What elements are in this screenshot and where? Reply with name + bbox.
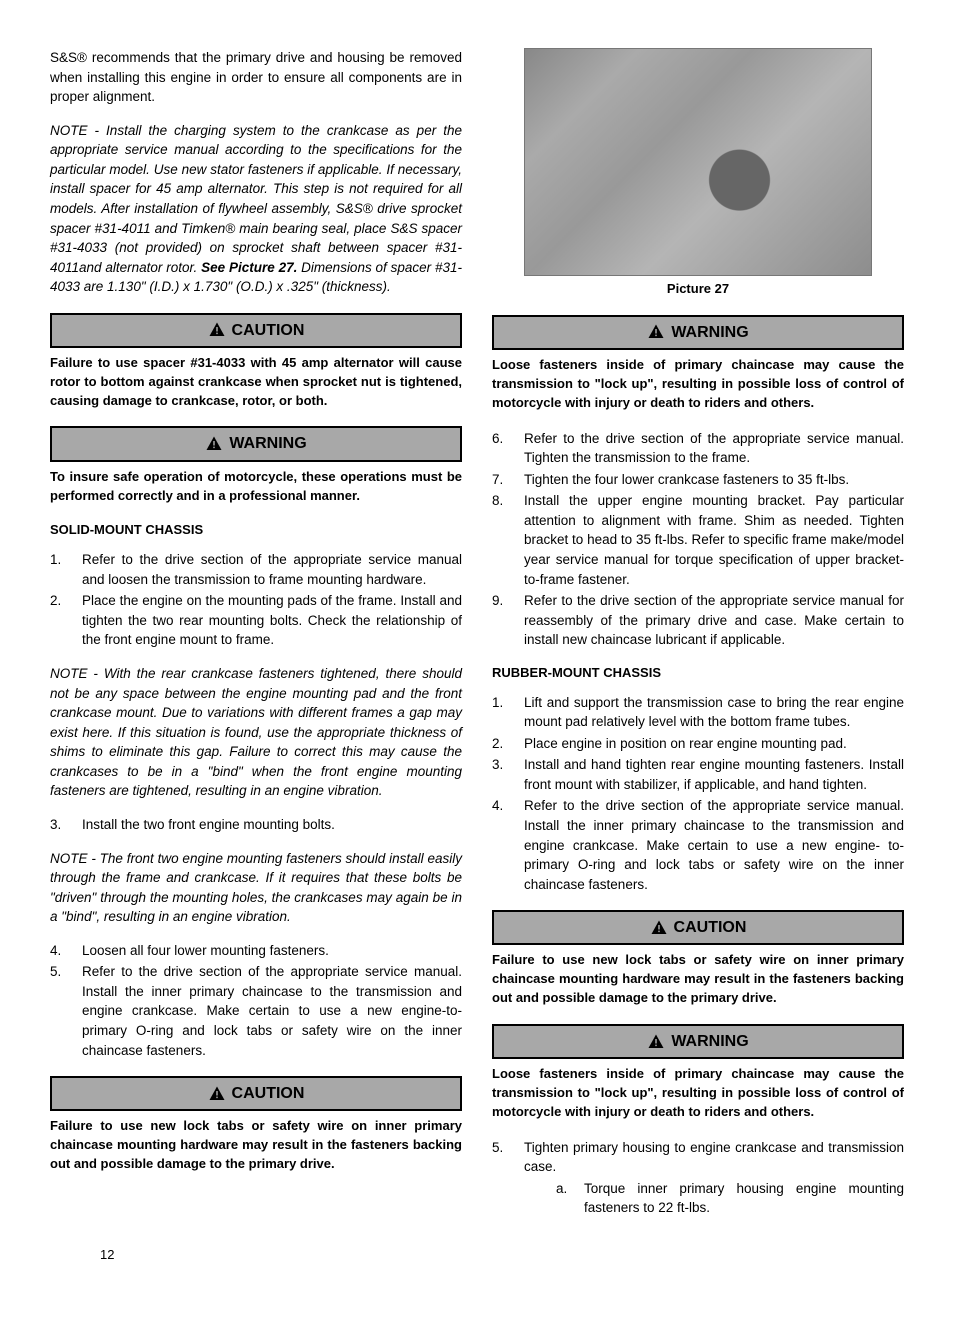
solid-mount-heading: SOLID-MOUNT CHASSIS — [50, 521, 462, 540]
list-item: Tighten the four lower crankcase fastene… — [492, 470, 904, 490]
note-1a: NOTE - Install the charging system to th… — [50, 123, 462, 275]
caution-1-label: CAUTION — [232, 319, 305, 342]
page-number: 12 — [100, 1246, 114, 1265]
warning-triangle-icon — [208, 1085, 226, 1103]
list-item: Tighten primary housing to engine crankc… — [492, 1138, 904, 1218]
caution-2-label: CAUTION — [232, 1082, 305, 1105]
warning-1-label: WARNING — [229, 432, 306, 455]
warning-triangle-icon — [647, 323, 665, 341]
right-column: Picture 27 WARNING Loose fasteners insid… — [492, 48, 904, 1232]
intro-paragraph: S&S® recommends that the primary drive a… — [50, 48, 462, 107]
warning-banner-1: WARNING — [50, 426, 462, 461]
warning-1-body: To insure safe operation of motorcycle, … — [50, 468, 462, 506]
list-item: Place engine in position on rear engine … — [492, 734, 904, 754]
list-item: Install the upper engine mounting bracke… — [492, 491, 904, 589]
rubber-list-a: Lift and support the transmission case t… — [492, 693, 904, 895]
solid-list-a: Refer to the drive section of the approp… — [50, 550, 462, 650]
figure-27-image — [524, 48, 872, 276]
note-1-see: See Picture 27. — [201, 260, 297, 275]
list-item: Refer to the drive section of the approp… — [50, 962, 462, 1060]
caution-2-body: Failure to use new lock tabs or safety w… — [50, 1117, 462, 1174]
warning-2-label: WARNING — [671, 321, 748, 344]
solid-list-b: Install the two front engine mounting bo… — [50, 815, 462, 835]
caution-3-label: CAUTION — [674, 916, 747, 939]
note-3: NOTE - The front two engine mounting fas… — [50, 849, 462, 927]
solid-list-c: Loosen all four lower mounting fasteners… — [50, 941, 462, 1060]
list-item: Install and hand tighten rear engine mou… — [492, 755, 904, 794]
list-item: Install the two front engine mounting bo… — [50, 815, 462, 835]
solid-list-d: Refer to the drive section of the approp… — [492, 429, 904, 650]
caution-banner-2: CAUTION — [50, 1076, 462, 1111]
list-item-text: Tighten primary housing to engine crankc… — [524, 1140, 904, 1175]
caution-3-body: Failure to use new lock tabs or safety w… — [492, 951, 904, 1008]
list-item: Loosen all four lower mounting fasteners… — [50, 941, 462, 961]
note-2: NOTE - With the rear crankcase fasteners… — [50, 664, 462, 801]
left-column: S&S® recommends that the primary drive a… — [50, 48, 462, 1232]
warning-3-label: WARNING — [671, 1030, 748, 1053]
rubber-mount-heading: RUBBER-MOUNT CHASSIS — [492, 664, 904, 683]
list-item: Refer to the drive section of the approp… — [492, 429, 904, 468]
list-item: Torque inner primary housing engine moun… — [556, 1179, 904, 1218]
list-item: Lift and support the transmission case t… — [492, 693, 904, 732]
warning-triangle-icon — [205, 435, 223, 453]
list-item: Place the engine on the mounting pads of… — [50, 591, 462, 650]
rubber-list-b: Tighten primary housing to engine crankc… — [492, 1138, 904, 1218]
figure-27: Picture 27 — [492, 48, 904, 299]
warning-banner-3: WARNING — [492, 1024, 904, 1059]
rubber-sublist: Torque inner primary housing engine moun… — [556, 1179, 904, 1218]
caution-1-body: Failure to use spacer #31-4033 with 45 a… — [50, 354, 462, 411]
warning-triangle-icon — [647, 1033, 665, 1051]
list-item: Refer to the drive section of the approp… — [492, 591, 904, 650]
list-item: Refer to the drive section of the approp… — [50, 550, 462, 589]
figure-27-caption: Picture 27 — [492, 280, 904, 299]
warning-triangle-icon — [650, 919, 668, 937]
caution-banner-1: CAUTION — [50, 313, 462, 348]
warning-3-body: Loose fasteners inside of primary chainc… — [492, 1065, 904, 1122]
caution-banner-3: CAUTION — [492, 910, 904, 945]
list-item: Refer to the drive section of the approp… — [492, 796, 904, 894]
warning-banner-2: WARNING — [492, 315, 904, 350]
warning-triangle-icon — [208, 321, 226, 339]
note-1: NOTE - Install the charging system to th… — [50, 121, 462, 297]
warning-2-body: Loose fasteners inside of primary chainc… — [492, 356, 904, 413]
